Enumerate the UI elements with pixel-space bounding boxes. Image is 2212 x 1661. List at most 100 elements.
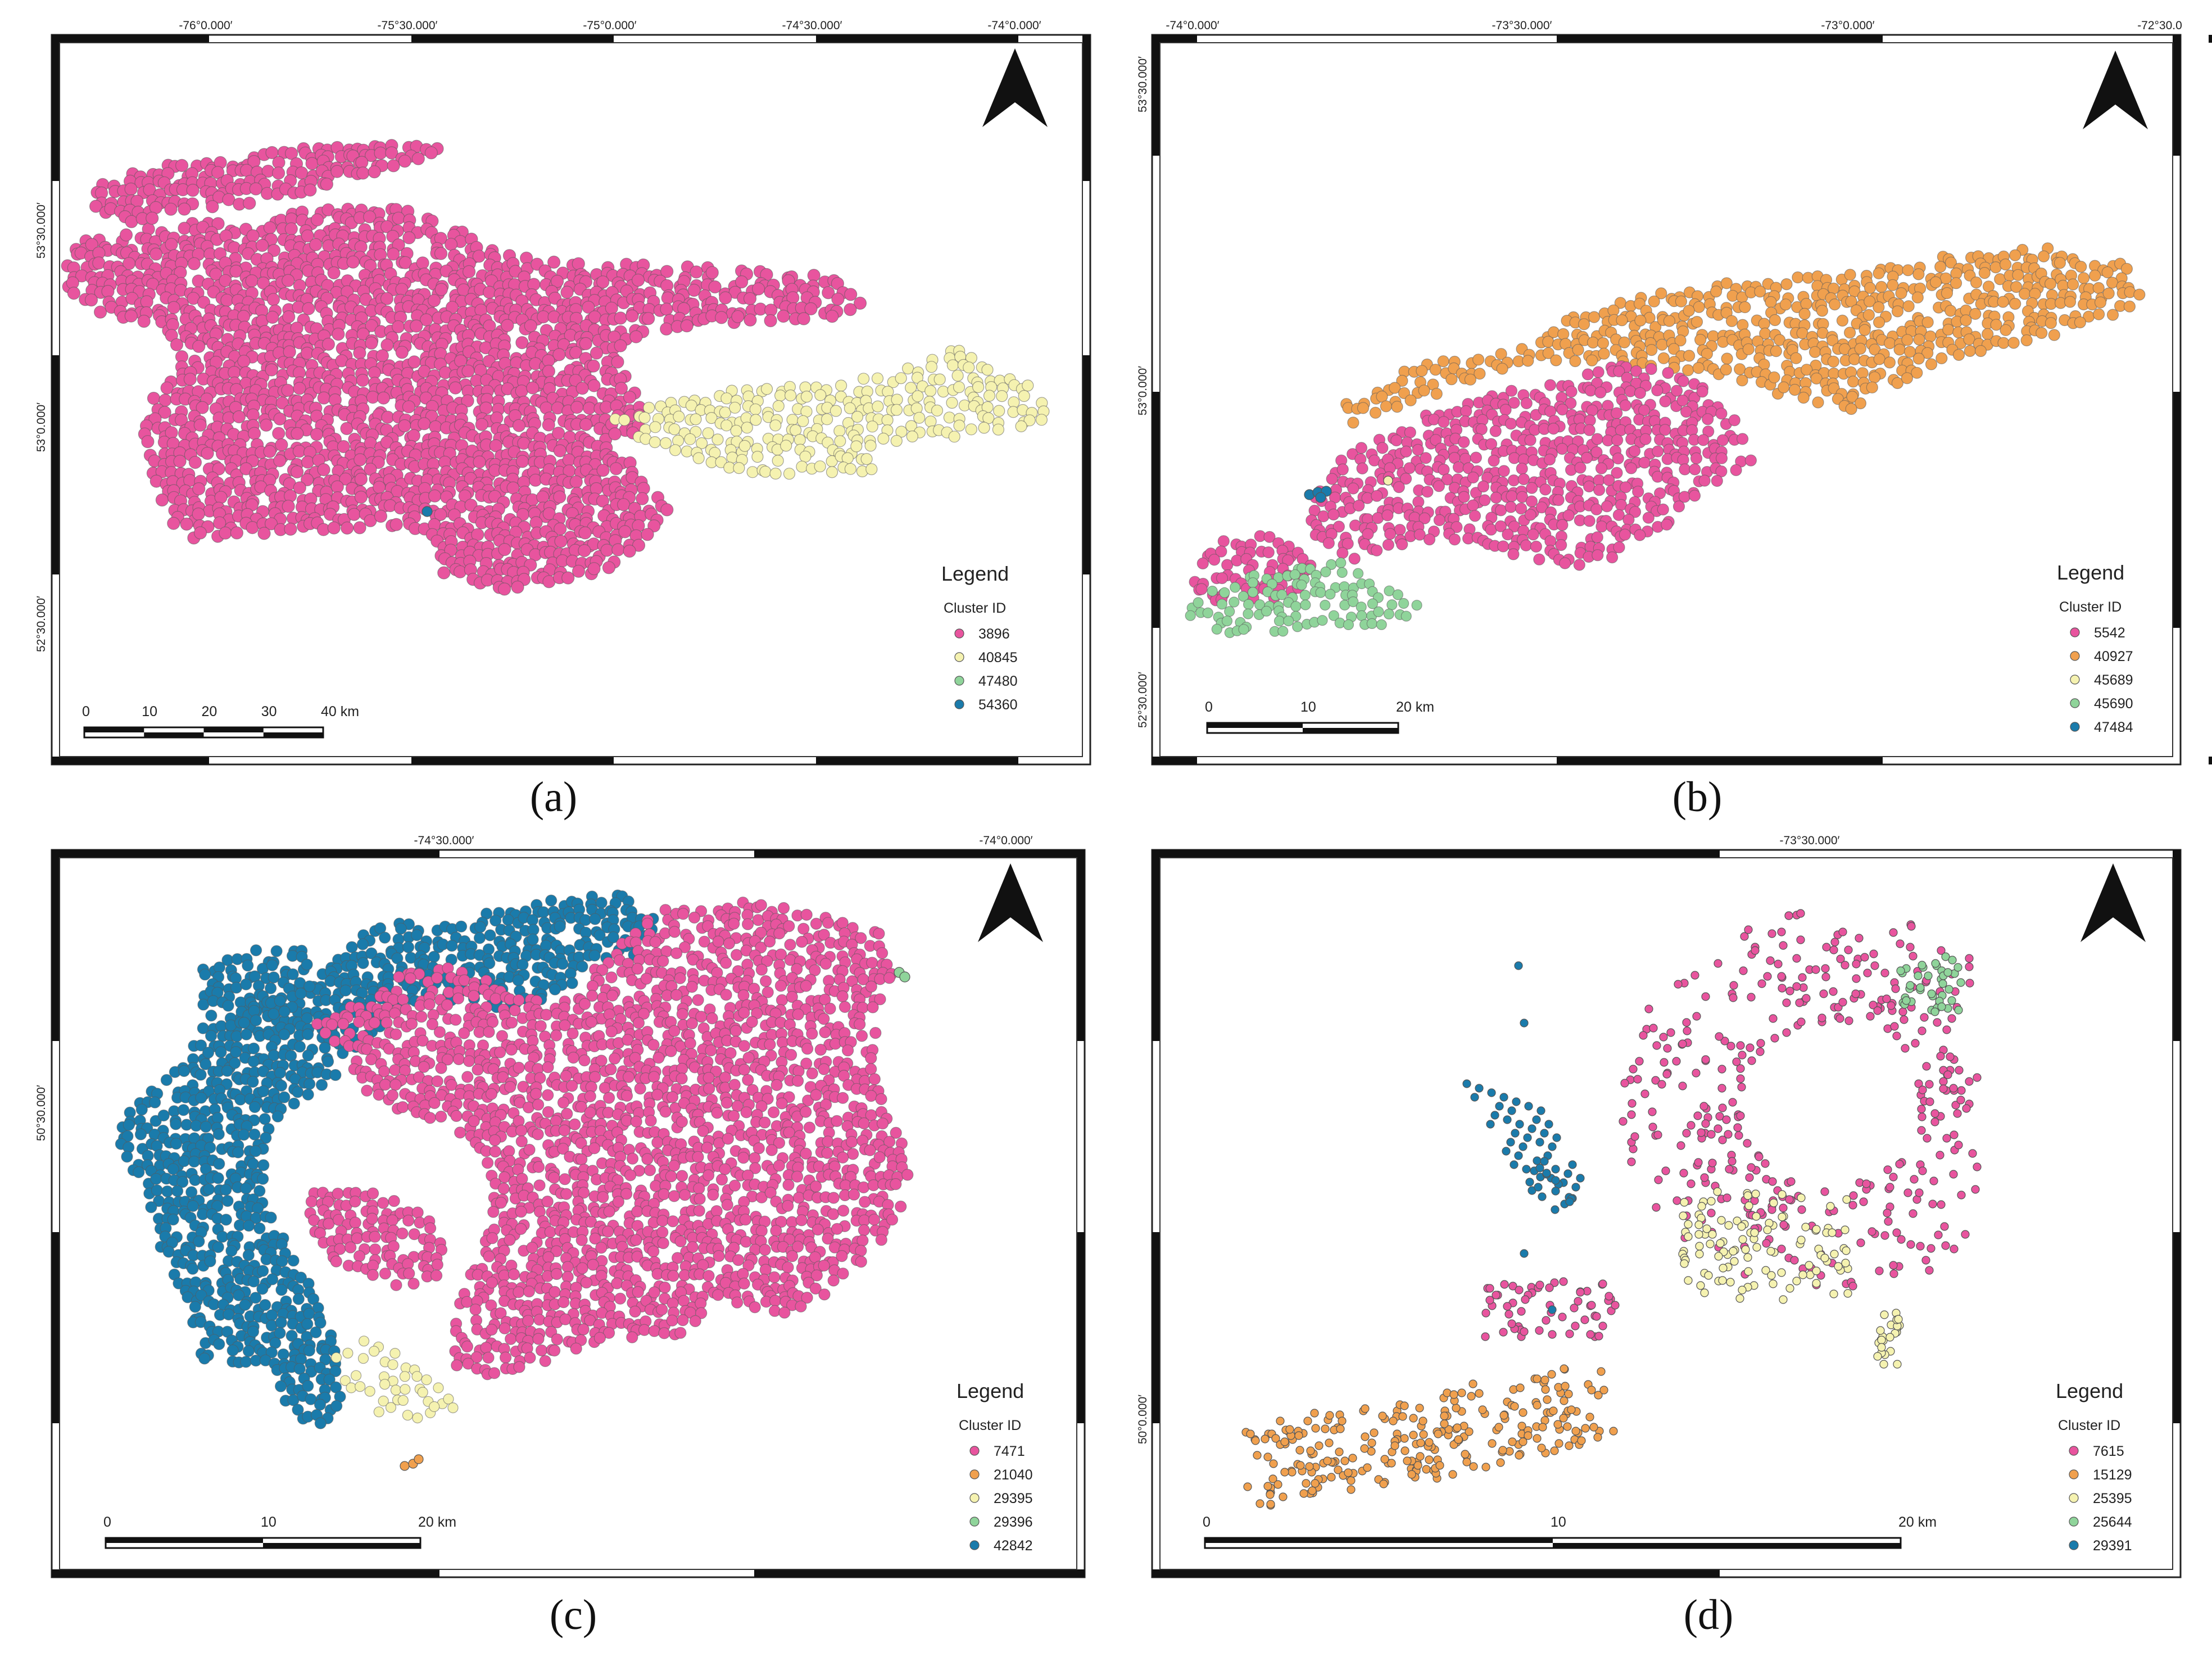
cluster-point (1891, 305, 1904, 318)
cluster-point (1290, 601, 1302, 612)
cluster-point (1243, 599, 1254, 610)
cluster-point (365, 336, 378, 350)
cluster-point (1356, 462, 1368, 475)
legend-swatch (2070, 722, 2080, 732)
cluster-point (187, 1262, 199, 1275)
cluster-point (575, 382, 589, 395)
cluster-point (1941, 287, 1953, 300)
cluster-point (582, 300, 595, 314)
cluster-point (290, 465, 304, 479)
cluster-point (270, 945, 283, 957)
legend-item-label: 47484 (2094, 719, 2133, 735)
cluster-point (193, 418, 207, 432)
cluster-point (1586, 404, 1598, 417)
cluster-point (427, 294, 441, 307)
cluster-point (245, 274, 259, 288)
cluster-point (411, 929, 423, 942)
cluster-point (461, 394, 474, 408)
cluster-point (1315, 492, 1326, 503)
cluster-point (1506, 490, 1518, 503)
cluster-point (589, 913, 601, 925)
cluster-point (2093, 308, 2105, 320)
cluster-point (1934, 261, 1947, 273)
cluster-point (711, 433, 724, 446)
cluster-point (937, 385, 950, 398)
cluster-point (720, 957, 732, 969)
frame-bar (52, 757, 209, 764)
cluster-point (786, 414, 799, 426)
cluster-point (649, 936, 661, 948)
cluster-point (238, 1016, 250, 1029)
frame-bar (2209, 757, 2212, 764)
cluster-point (844, 463, 857, 475)
cluster-point (992, 423, 1005, 436)
cluster-point (1433, 480, 1445, 492)
cluster-point (953, 419, 966, 432)
cluster-point (1404, 394, 1417, 406)
cluster-point (124, 182, 138, 196)
cluster-point (292, 1293, 305, 1305)
cluster-point (1836, 314, 1848, 327)
cluster-point (1884, 337, 1896, 350)
cluster-point (614, 311, 627, 325)
cluster-point (872, 400, 884, 413)
cluster-point (512, 419, 526, 432)
cluster-point (1467, 471, 1479, 484)
cluster-point (1464, 373, 1476, 386)
cluster-point (317, 463, 330, 477)
cluster-point (1911, 366, 1923, 379)
cluster-point (1348, 553, 1361, 565)
cluster-point (446, 939, 458, 952)
cluster-point (1418, 384, 1430, 397)
cluster-point (317, 391, 330, 405)
cluster-point (301, 455, 315, 469)
cluster-point (1651, 470, 1664, 483)
cluster-point (275, 1380, 287, 1392)
cluster-point (1343, 619, 1354, 631)
cluster-point (659, 904, 672, 916)
cluster-point (1711, 474, 1723, 487)
cluster-point (890, 435, 903, 447)
cluster-point (1828, 367, 1840, 380)
cluster-point (642, 312, 655, 325)
cluster-point (2106, 277, 2118, 289)
cluster-point (946, 359, 959, 372)
cluster-point (1376, 619, 1387, 630)
cluster-point (783, 468, 796, 480)
cluster-point (738, 440, 751, 452)
cluster-point (220, 1184, 232, 1196)
cluster-point (193, 1235, 205, 1248)
cluster-point (474, 921, 487, 933)
frame-bar (1152, 35, 1160, 156)
cluster-point (327, 266, 341, 280)
cluster-point (303, 183, 317, 197)
cluster-point (368, 165, 381, 179)
cluster-point (560, 286, 574, 299)
cluster-point (777, 902, 790, 915)
cluster-point (1296, 580, 1307, 591)
cluster-point (972, 381, 985, 393)
cluster-point (723, 937, 736, 950)
cluster-point (166, 318, 179, 332)
cluster-point (220, 293, 234, 307)
cluster-point (1317, 615, 1328, 626)
cluster-point (1411, 600, 1422, 611)
cluster-point (1728, 414, 1740, 427)
cluster-point (134, 1128, 147, 1140)
cluster-point (1380, 400, 1392, 413)
cluster-point (1460, 405, 1472, 418)
cluster-point (2074, 316, 2086, 329)
cluster-point (1325, 589, 1336, 600)
cluster-point (1382, 538, 1394, 551)
legend-swatch (2070, 698, 2080, 708)
cluster-point (147, 391, 161, 405)
north-arrow-shape (982, 48, 1048, 127)
cluster-point (389, 518, 403, 531)
cluster-point (864, 440, 877, 452)
cluster-point (259, 1299, 271, 1311)
cluster-point (578, 544, 591, 558)
cluster-point (506, 481, 520, 495)
frame-bar (52, 850, 60, 1041)
cluster-point (1792, 271, 1804, 284)
cluster-point (769, 419, 782, 432)
